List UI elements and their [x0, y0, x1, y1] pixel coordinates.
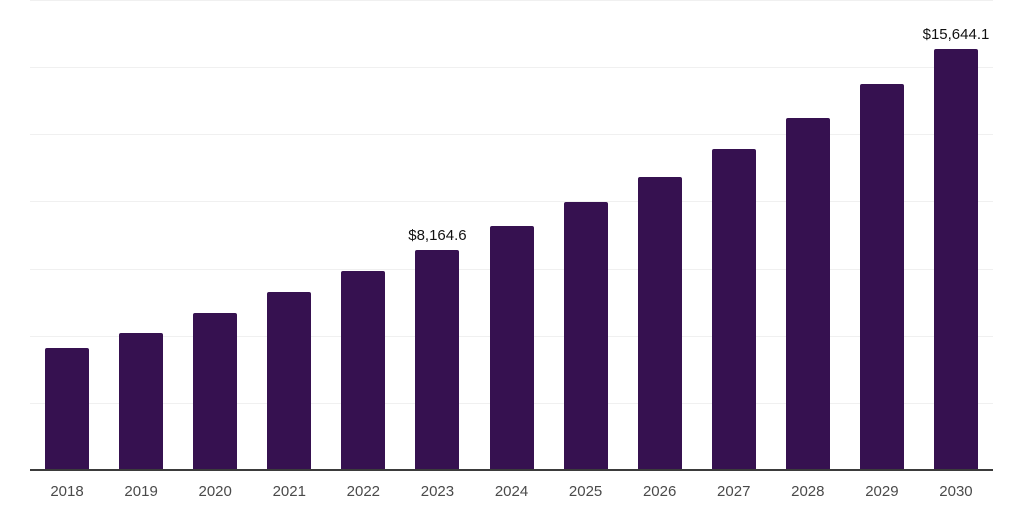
bar-2026 [637, 177, 682, 469]
bar-2018 [45, 348, 90, 469]
bar-slot-2019 [104, 0, 178, 469]
plot-area: $8,164.6 $15,644.1 [30, 0, 993, 471]
bars-container: $8,164.6 $15,644.1 [30, 0, 993, 469]
bar-2025 [563, 202, 608, 469]
bar-slot-2021 [252, 0, 326, 469]
x-tick-2024: 2024 [494, 483, 529, 500]
x-tick-2030: 2030 [939, 483, 973, 500]
bar-2022 [341, 271, 386, 469]
x-tick-2026: 2026 [642, 483, 677, 500]
x-tick-2028: 2028 [791, 483, 825, 500]
bar-value-label-2030: $15,644.1 [922, 26, 990, 43]
x-axis-labels: 2018 2019 2020 2021 2022 2023 2024 2025 2026 2027… [30, 483, 993, 501]
bar-2028 [785, 118, 830, 469]
bar-slot-2023: $8,164.6 [400, 0, 474, 469]
x-tick-2021: 2021 [272, 483, 306, 500]
bar-2020 [193, 313, 238, 469]
bar-2019 [119, 333, 164, 469]
bar-slot-2020 [178, 0, 252, 469]
bar-2030 [933, 49, 978, 469]
bar-2029 [859, 84, 904, 469]
x-tick-2025: 2025 [568, 483, 603, 500]
gridline-15000 [30, 67, 993, 69]
bar-slot-2030: $15,644.1 [919, 0, 993, 469]
x-axis-line [30, 469, 993, 471]
gridline-12500 [30, 134, 993, 136]
x-tick-2018: 2018 [50, 483, 84, 500]
x-tick-2029: 2029 [865, 483, 899, 500]
bar-2021 [267, 292, 312, 469]
bar-slot-2018 [30, 0, 104, 469]
bar-2027 [711, 149, 756, 469]
x-tick-2023: 2023 [420, 483, 455, 500]
bar-slot-2026 [623, 0, 697, 469]
gridline-10000 [30, 201, 993, 203]
gridline-17500 [30, 0, 993, 1]
bar-slot-2028 [771, 0, 845, 469]
bar-value-label-2023: $8,164.6 [408, 227, 467, 244]
bar-2023 [415, 250, 460, 469]
bar-slot-2025 [549, 0, 623, 469]
bar-slot-2027 [697, 0, 771, 469]
x-tick-2027: 2027 [717, 483, 751, 500]
bar-slot-2022 [326, 0, 400, 469]
bar-slot-2024 [474, 0, 548, 469]
bar-2024 [489, 226, 534, 469]
x-tick-2020: 2020 [198, 483, 232, 500]
x-tick-2019: 2019 [124, 483, 158, 500]
bar-slot-2029 [845, 0, 919, 469]
x-tick-2022: 2022 [346, 483, 381, 500]
